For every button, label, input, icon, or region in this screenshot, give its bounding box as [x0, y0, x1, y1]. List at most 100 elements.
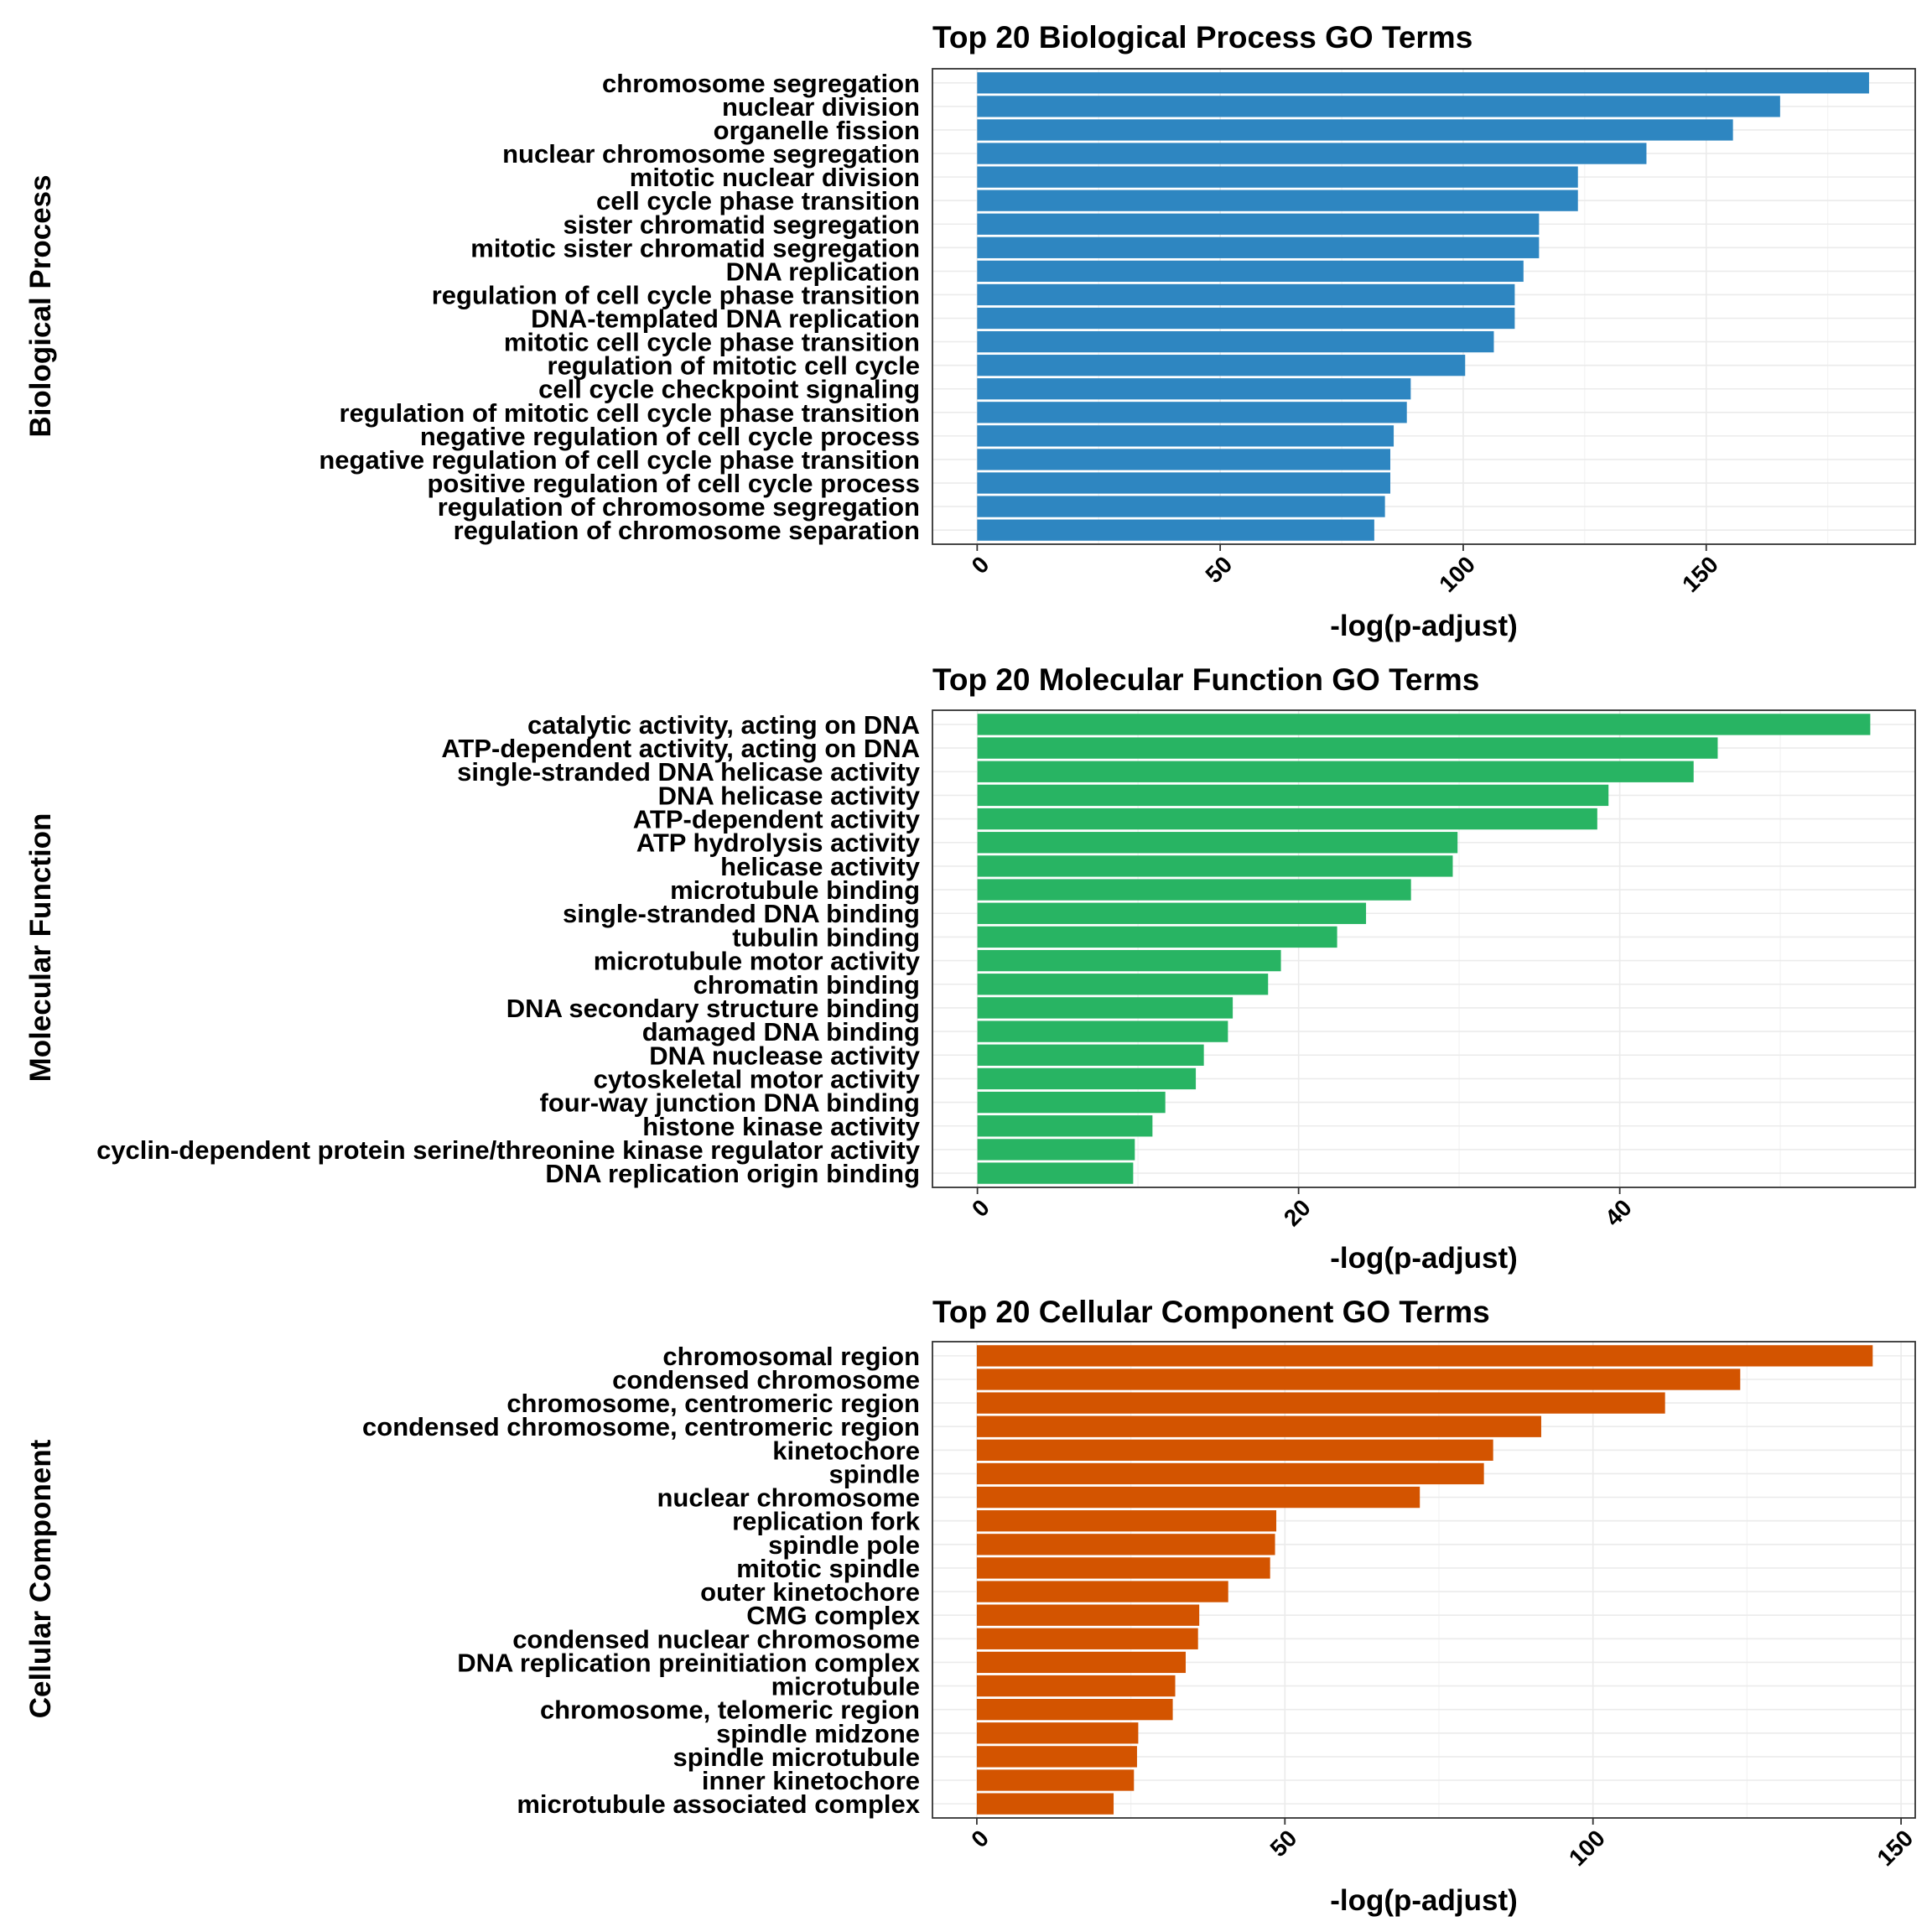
facet-label: Biological Process — [24, 174, 57, 437]
bar — [976, 1345, 1873, 1367]
category-label: mitotic sister chromatid segregation — [470, 233, 920, 262]
bar — [977, 236, 1540, 258]
category-label: regulation of cell cycle phase transitio… — [432, 280, 920, 309]
category-label: replication fork — [732, 1507, 921, 1536]
category-label: regulation of mitotic cell cycle — [548, 351, 920, 381]
bar — [976, 1534, 1275, 1555]
category-label: microtubule associated complex — [517, 1789, 920, 1819]
bar — [977, 974, 1269, 995]
category-label: helicase activity — [720, 852, 921, 881]
panel-border — [932, 709, 1916, 1188]
bars — [976, 1345, 1873, 1815]
category-label: DNA secondary structure binding — [506, 994, 920, 1023]
bar — [977, 496, 1385, 517]
panel-title: Top 20 Biological Process GO Terms — [932, 20, 1472, 55]
bar — [977, 1021, 1228, 1042]
category-label: microtubule — [771, 1672, 920, 1701]
bar — [977, 190, 1578, 211]
bar — [976, 1651, 1187, 1674]
panel-border — [932, 1341, 1916, 1819]
bar — [977, 378, 1411, 400]
category-label: mitotic spindle — [736, 1554, 920, 1583]
category-label: ATP-dependent activity, acting on DNA — [441, 734, 920, 763]
bar — [977, 72, 1869, 94]
category-label: regulation of chromosome separation — [454, 516, 920, 545]
bar — [977, 213, 1540, 235]
bar — [977, 1162, 1134, 1184]
bars — [977, 72, 1869, 541]
category-label: outer kinetochore — [700, 1577, 920, 1607]
category-label: spindle midzone — [716, 1719, 920, 1748]
bar — [977, 855, 1453, 877]
category-label: condensed chromosome — [612, 1365, 920, 1394]
category-label: DNA replication origin binding — [545, 1159, 920, 1188]
panel-title: Top 20 Molecular Function GO Terms — [932, 662, 1479, 697]
bar — [977, 784, 1609, 807]
bar — [977, 472, 1391, 494]
category-label: regulation of chromosome segregation — [438, 492, 920, 522]
bar — [977, 737, 1718, 759]
category-label: catalytic activity, acting on DNA — [527, 710, 920, 740]
bar — [977, 307, 1515, 330]
facet-label: Molecular Function — [24, 813, 57, 1083]
bar — [976, 1439, 1493, 1461]
category-label: DNA helicase activity — [658, 781, 921, 810]
bar — [976, 1604, 1200, 1626]
category-label: spindle — [828, 1459, 920, 1488]
category-label: nuclear chromosome segregation — [502, 139, 920, 169]
category-label: nuclear chromosome — [657, 1483, 920, 1513]
category-label: mitotic cell cycle phase transition — [504, 328, 920, 357]
bar — [976, 1557, 1270, 1579]
bar — [977, 1139, 1135, 1161]
bar — [977, 449, 1391, 470]
bar — [977, 926, 1337, 948]
bar — [977, 879, 1411, 901]
category-label: spindle pole — [768, 1530, 920, 1560]
bar — [977, 355, 1466, 377]
category-label: chromatin binding — [693, 970, 920, 1000]
bar — [976, 1510, 1277, 1532]
facet-label: Cellular Component — [24, 1439, 57, 1718]
bar — [977, 425, 1394, 447]
bar — [976, 1746, 1137, 1768]
bar — [977, 519, 1374, 541]
category-label: mitotic nuclear division — [630, 163, 920, 192]
bar — [977, 808, 1597, 830]
category-label: chromosome, telomeric region — [540, 1696, 920, 1725]
x-axis-title: -log(p-adjust) — [1330, 1884, 1518, 1917]
category-label: sister chromatid segregation — [563, 210, 920, 239]
bar — [977, 96, 1780, 117]
bar — [977, 143, 1647, 164]
category-label: DNA replication — [726, 257, 920, 286]
category-label: condensed chromosome, centromeric region — [362, 1412, 920, 1441]
bar — [977, 1115, 1153, 1137]
bar — [977, 166, 1578, 188]
bar — [976, 1699, 1173, 1721]
category-label: ATP-dependent activity — [633, 805, 921, 834]
bar — [976, 1793, 1114, 1815]
biological-process-panel: Top 20 Biological Process GO Terms Biolo… — [24, 20, 1916, 642]
bar — [977, 1067, 1197, 1090]
x-axis-title: -log(p-adjust) — [1330, 610, 1518, 642]
category-label: cytoskeletal motor activity — [594, 1064, 921, 1093]
bar — [976, 1722, 1139, 1744]
category-label: single-stranded DNA binding — [563, 899, 920, 928]
category-label: negative regulation of cell cycle proces… — [420, 422, 920, 451]
molecular-function-panel: Top 20 Molecular Function GO Terms Molec… — [24, 662, 1916, 1275]
bar — [976, 1769, 1135, 1791]
bar — [977, 949, 1281, 972]
bar — [977, 761, 1694, 782]
category-label: single-stranded DNA helicase activity — [457, 757, 921, 787]
bar — [976, 1628, 1198, 1649]
bar — [976, 1486, 1420, 1509]
category-label: organelle fission — [714, 116, 920, 145]
bar — [977, 997, 1233, 1019]
category-label: histone kinase activity — [642, 1112, 921, 1141]
category-label: inner kinetochore — [702, 1766, 920, 1795]
bar — [976, 1392, 1665, 1414]
category-label: DNA nuclease activity — [649, 1041, 921, 1070]
bar — [977, 260, 1524, 283]
bar — [977, 714, 1871, 735]
